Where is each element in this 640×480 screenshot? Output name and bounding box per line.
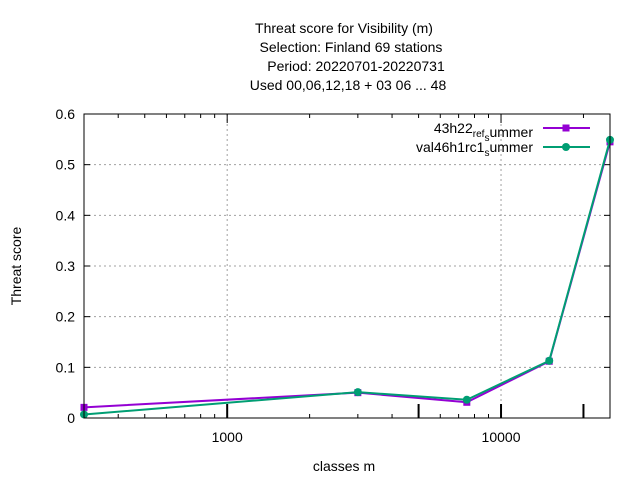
y-axis-label: Threat score	[8, 226, 24, 305]
y-tick-label: 0.4	[56, 207, 76, 223]
legend-label-2: val46h1rc1summer	[416, 139, 533, 159]
chart-title: Threat score for Visibility (m) Selectio…	[250, 20, 447, 93]
legend-label-1: 43h22refsummer	[434, 120, 534, 144]
y-tick-label: 0.1	[56, 359, 76, 375]
series-line-2	[83, 139, 611, 416]
series-point-2	[545, 356, 554, 365]
y-tick-label: 0.3	[56, 258, 76, 274]
plot-frame	[83, 113, 611, 419]
y-tick-label: 0.2	[56, 309, 76, 325]
x-tick-label: 10000	[482, 429, 521, 445]
y-tick-label: 0	[67, 410, 75, 426]
legend-marker-2	[562, 143, 570, 151]
title-line-3: Period: 20220701-20220731	[267, 58, 445, 74]
series-point-2	[462, 395, 471, 404]
x-axis-label: classes m	[313, 458, 375, 474]
series-point-2	[353, 388, 362, 397]
x-tick-label: 1000	[212, 429, 243, 445]
legend-marker-1	[562, 124, 570, 132]
series-line-1	[83, 141, 611, 409]
title-line-1: Threat score for Visibility (m)	[255, 20, 433, 36]
y-tick-label: 0.5	[56, 157, 76, 173]
bottom-class-markers	[226, 404, 585, 418]
y-tick-label: 0.6	[56, 106, 76, 122]
grid	[84, 114, 610, 418]
title-line-2: Selection: Finland 69 stations	[260, 39, 443, 55]
series-lines	[80, 135, 614, 419]
title-line-4: Used 00,06,12,18 + 03 06 ... 48	[250, 77, 447, 93]
